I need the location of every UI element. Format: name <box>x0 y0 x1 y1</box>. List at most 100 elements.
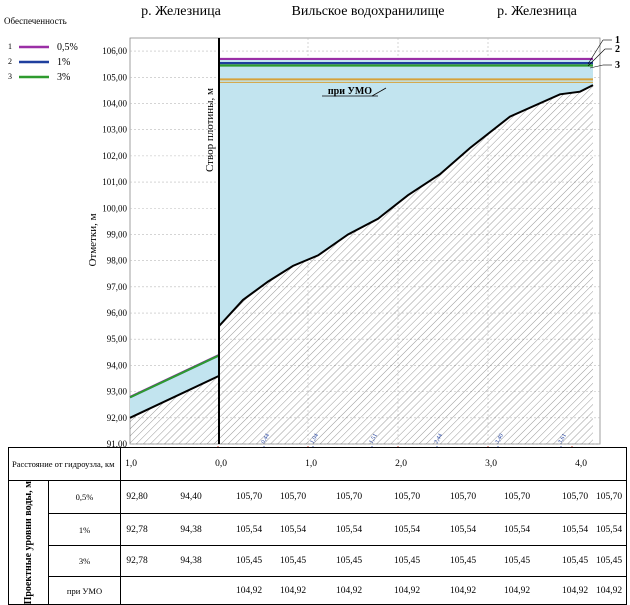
level-value: 105,70 <box>393 492 421 503</box>
distance-value: 3,0 <box>485 459 497 469</box>
level-value: 104,92 <box>503 585 531 596</box>
legend-item-label: 3% <box>57 72 70 83</box>
y-tick-label: 101,00 <box>102 177 127 187</box>
level-value: 105,54 <box>335 524 363 535</box>
y-tick-label: 105,00 <box>102 72 127 82</box>
level-value: 105,70 <box>279 492 307 503</box>
legend-item-number: 3 <box>8 72 12 81</box>
distance-value: 0,0 <box>215 459 227 469</box>
chainage-marks: 0,44 1,04 1,51 2,44 3,40 3,61 <box>217 433 573 447</box>
legend-item-label: 0,5% <box>57 42 78 53</box>
level-value: 105,45 <box>279 556 307 567</box>
downstream-water <box>130 354 219 418</box>
distance-header: Расстояние от гидроузла, км <box>7 447 122 481</box>
level-value: 104,92 <box>561 585 589 596</box>
y-tick-label: 104,00 <box>102 98 127 108</box>
y-axis-label: Отметки, м <box>87 213 99 266</box>
legend-item-2: 2 1% <box>8 57 70 68</box>
level-value: 104,92 <box>393 585 421 596</box>
level-value: 104,92 <box>335 585 363 596</box>
level-value: 105,45 <box>235 556 263 567</box>
level-line-down-2 <box>129 354 220 399</box>
y-tick-label: 98,00 <box>107 256 128 266</box>
level-value: 104,92 <box>449 585 477 596</box>
levels-side-header-text: Проектные уровни воды, м <box>23 481 34 605</box>
downstream-soil-hatch <box>130 375 219 444</box>
distance-value: 2,0 <box>395 459 407 469</box>
level-value: 92,78 <box>126 524 148 535</box>
level-value: 94,38 <box>180 556 202 567</box>
y-tick-label: 97,00 <box>107 282 128 292</box>
table-row: 92,80 94,40 105,70 105,70 105,70 105,70 105,70… <box>120 479 628 515</box>
y-tick-label: 94,00 <box>107 360 128 370</box>
y-tick-label: 100,00 <box>102 203 127 213</box>
level-value: 105,45 <box>503 556 531 567</box>
y-tick-label: 96,00 <box>107 308 128 318</box>
level-value: 105,45 <box>335 556 363 567</box>
chainage-label: 0,44 <box>261 433 271 445</box>
chainage-label: 3,61 <box>558 433 568 445</box>
header-left-river: р. Железница <box>141 4 221 19</box>
level-value: 105,70 <box>595 492 623 503</box>
distance-value: 1,0 <box>305 459 317 469</box>
level-value: 104,92 <box>279 585 307 596</box>
level-value: 105,45 <box>561 556 589 567</box>
level-value: 105,45 <box>449 556 477 567</box>
y-tick-label: 92,00 <box>107 413 128 423</box>
level-value: 105,70 <box>503 492 531 503</box>
legend-item-number: 2 <box>8 57 12 66</box>
table-row: 92,78 94,38 105,54 105,54 105,54 105,54 105,54… <box>120 513 628 546</box>
chainage-label: 1,04 <box>310 433 320 445</box>
legend-item-1: 1 0,5% <box>8 42 78 53</box>
table-row: 104,92 104,92 104,92 104,92 104,92 104,92 104,… <box>120 576 628 605</box>
row-label: 0,5% <box>47 479 122 515</box>
reservoir-water <box>219 58 593 327</box>
chainage-label: 3,40 <box>495 433 505 445</box>
y-tick-label: 103,00 <box>102 125 127 135</box>
levels-table: Расстояние от гидроузла, км 1,0 0,0 1,0 2,0… <box>7 447 628 605</box>
table-row: 92,78 94,38 105,45 105,45 105,45 105,45 105,45… <box>120 544 628 578</box>
downstream-bed-profile <box>129 374 220 419</box>
legend-title: Обеспеченность <box>4 16 67 26</box>
levels-side-header: Проектные уровни воды, м <box>8 479 49 605</box>
level-value: 105,54 <box>449 524 477 535</box>
header-right-river: р. Железница <box>497 4 577 19</box>
level-value: 105,54 <box>393 524 421 535</box>
level-value: 105,54 <box>503 524 531 535</box>
row-label: 1% <box>47 513 122 546</box>
level-value: 105,70 <box>235 492 263 503</box>
row-label: при УМО <box>47 576 122 605</box>
distance-row: 1,0 0,0 1,0 2,0 3,0 4,0 <box>120 447 628 481</box>
row-label: 3% <box>47 544 122 578</box>
y-tick-label: 102,00 <box>102 151 127 161</box>
chainage-label: 1,51 <box>369 433 379 445</box>
y-tick-label: 106,00 <box>102 46 127 56</box>
umo-callout-leader <box>371 87 387 97</box>
umo-label: при УМО <box>328 86 372 97</box>
level-value: 94,38 <box>180 524 202 535</box>
level-value: 105,70 <box>335 492 363 503</box>
y-tick-label: 95,00 <box>107 334 128 344</box>
callout-3: 3 <box>615 60 620 71</box>
y-tick-label: 93,00 <box>107 387 128 397</box>
y-tick-label: 99,00 <box>107 229 128 239</box>
legend-item-3: 3 3% <box>8 72 70 83</box>
header-reservoir: Вильское водохранилище <box>292 4 445 19</box>
level-value: 105,45 <box>595 556 623 567</box>
level-value: 105,54 <box>561 524 589 535</box>
level-value: 105,54 <box>235 524 263 535</box>
distance-value: 1,0 <box>125 459 137 469</box>
right-callouts: 1 2 3 <box>587 35 620 71</box>
level-value: 105,70 <box>449 492 477 503</box>
distance-value: 4,0 <box>575 459 587 469</box>
dam-axis-label: Створ плотины, м <box>204 88 216 172</box>
callout-2: 2 <box>615 44 620 55</box>
y-tick-labels: 106,00 105,00 104,00 103,00 102,00 101,00 100,… <box>102 46 127 447</box>
callout-1: 1 <box>615 35 620 46</box>
profile-chart: р. Железница Вильское водохранилище р. Ж… <box>4 4 620 447</box>
level-value: 105,54 <box>595 524 623 535</box>
level-value: 104,92 <box>595 585 623 596</box>
chainage-label: 2,44 <box>434 433 444 445</box>
level-value: 92,78 <box>126 556 148 567</box>
level-value: 104,92 <box>235 585 263 596</box>
